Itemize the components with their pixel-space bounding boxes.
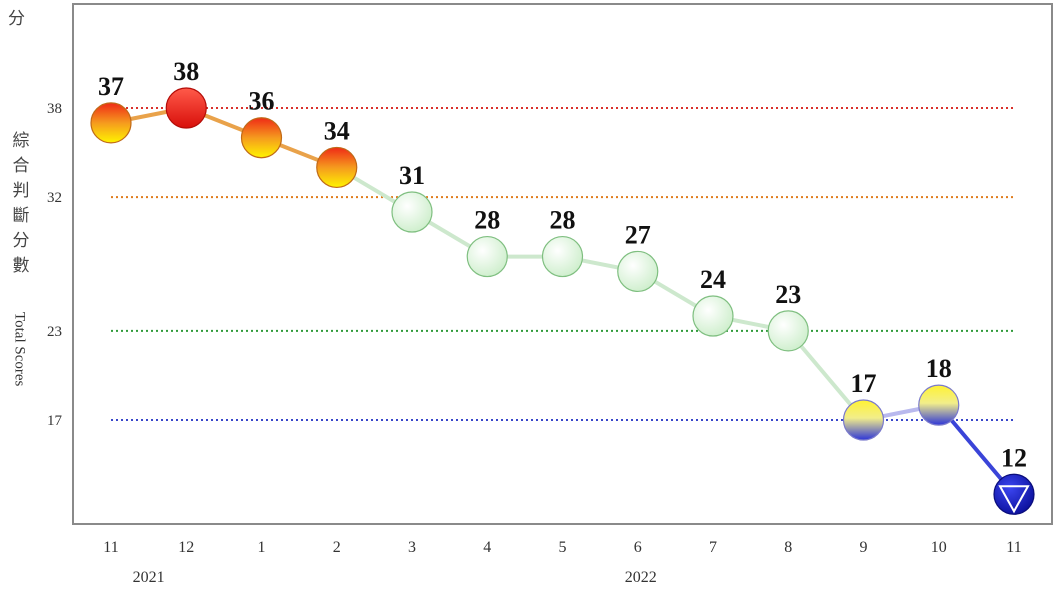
point-marker-red <box>165 87 207 129</box>
y-tick-label: 38 <box>47 101 62 117</box>
y-tick-label: 32 <box>47 190 62 206</box>
point-marker-green <box>541 235 584 278</box>
x-tick-label: 9 <box>860 539 868 556</box>
data-label: 28 <box>474 206 500 235</box>
x-tick-label: 4 <box>483 539 491 556</box>
data-label: 28 <box>550 206 576 235</box>
data-label: 34 <box>324 116 350 145</box>
data-label: 31 <box>399 161 425 190</box>
data-label: 36 <box>249 87 275 116</box>
point-marker-yellow_red <box>316 146 358 189</box>
data-label: 23 <box>775 280 801 309</box>
point-marker-yellow_blue <box>842 399 885 441</box>
year-label: 2021 <box>133 569 165 586</box>
point-marker-green <box>767 310 809 352</box>
point-marker-blue <box>993 473 1035 515</box>
x-tick-label: 2 <box>333 539 341 556</box>
year-label: 2022 <box>625 569 657 586</box>
x-tick-label: 10 <box>931 539 947 556</box>
y-tick-label: 17 <box>47 413 63 429</box>
point-marker-yellow_red <box>90 102 132 144</box>
y-axis-label-en-wrap: Total Scores <box>6 294 32 404</box>
y-unit-label: 分 <box>8 9 25 28</box>
y-axis-label-zh: 綜合判斷分數 <box>12 131 30 275</box>
point-marker-green <box>617 250 659 293</box>
x-tick-label: 12 <box>178 539 194 556</box>
data-label: 18 <box>926 354 952 383</box>
data-label: 38 <box>173 57 199 86</box>
data-label: 27 <box>625 220 651 249</box>
x-tick-label: 1 <box>258 539 266 556</box>
point-marker-green <box>391 191 433 233</box>
point-marker-yellow_red <box>240 117 283 159</box>
x-tick-label: 7 <box>709 539 717 556</box>
data-label: 12 <box>1001 443 1027 472</box>
point-marker-yellow_blue <box>918 384 960 426</box>
x-tick-label: 11 <box>1006 539 1021 556</box>
x-tick-label: 8 <box>784 539 792 556</box>
x-tick-label: 3 <box>408 539 416 556</box>
y-axis-label-en: Total Scores <box>11 311 28 387</box>
data-label: 37 <box>98 72 124 101</box>
down-triangle-icon <box>998 485 1030 514</box>
point-marker-green <box>692 295 734 337</box>
data-label: 17 <box>851 369 877 398</box>
x-tick-label: 6 <box>634 539 642 556</box>
x-tick-label: 5 <box>559 539 567 556</box>
x-tick-label: 11 <box>103 539 118 556</box>
y-tick-label: 23 <box>47 324 62 340</box>
data-label: 24 <box>700 265 726 294</box>
point-marker-green <box>466 235 508 278</box>
